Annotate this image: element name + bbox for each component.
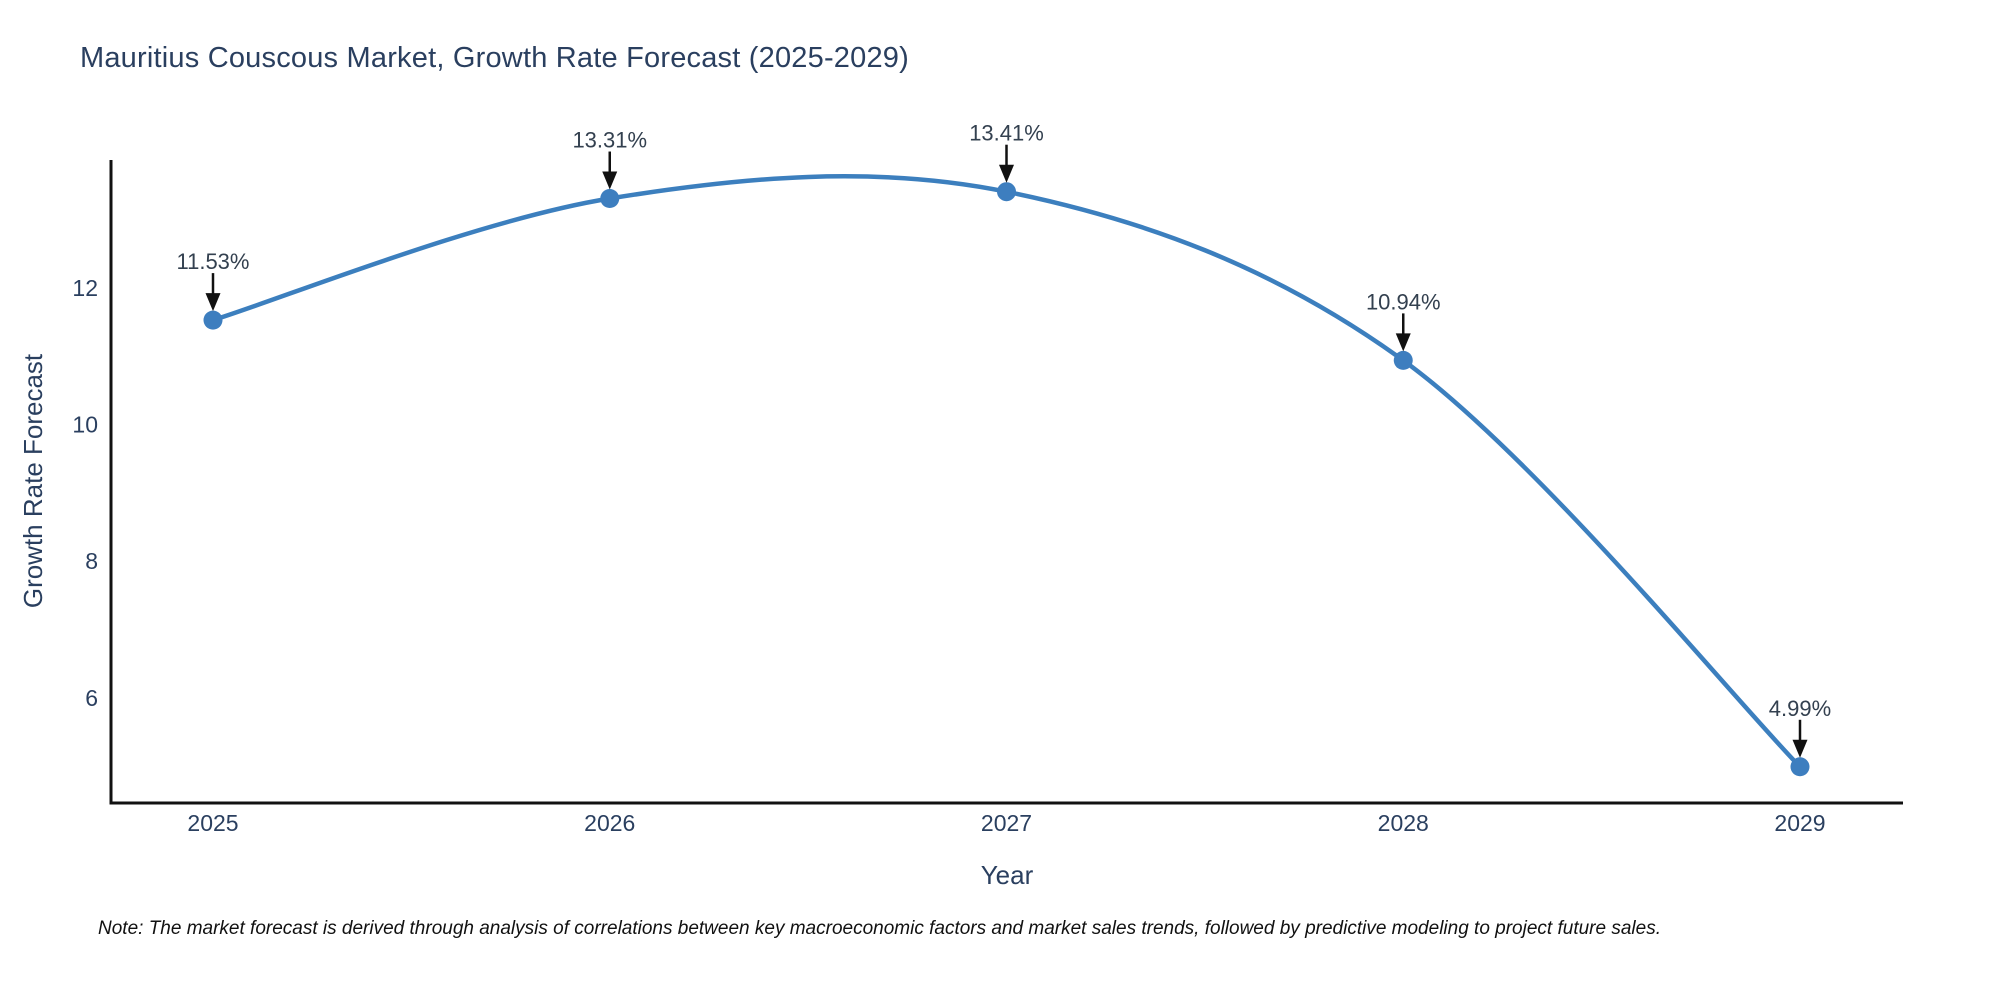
y-axis-tick-label: 8 bbox=[85, 548, 98, 574]
annotation-arrowhead-icon bbox=[602, 171, 618, 190]
x-axis-title: Year bbox=[981, 860, 1034, 890]
x-axis-tick-label: 2027 bbox=[981, 810, 1032, 836]
y-axis-tick-label: 10 bbox=[72, 412, 98, 438]
data-point-marker bbox=[997, 182, 1016, 202]
data-point-marker bbox=[1393, 350, 1413, 370]
data-point-marker bbox=[600, 189, 620, 209]
y-axis-title: Growth Rate Forecast bbox=[18, 353, 48, 608]
data-point-marker bbox=[1790, 757, 1810, 777]
annotation-value-label: 13.41% bbox=[969, 121, 1044, 146]
y-axis-tick-label: 6 bbox=[85, 685, 98, 711]
x-axis-tick-label: 2029 bbox=[1774, 810, 1825, 836]
forecast-trend-line bbox=[210, 174, 1803, 770]
annotation-arrowhead-icon bbox=[1395, 333, 1411, 352]
annotation-arrowhead-icon bbox=[1792, 739, 1808, 758]
chart-footnote: Note: The market forecast is derived thr… bbox=[98, 918, 1661, 939]
annotation-value-label: 10.94% bbox=[1366, 289, 1441, 314]
y-axis-tick-label: 12 bbox=[72, 275, 98, 301]
x-axis-tick-label: 2026 bbox=[584, 810, 635, 836]
annotation-value-label: 13.31% bbox=[572, 128, 647, 153]
data-point-marker bbox=[203, 310, 223, 330]
annotation-value-label: 4.99% bbox=[1769, 696, 1831, 721]
x-axis-tick-label: 2025 bbox=[187, 810, 238, 836]
chart-title: Mauritius Couscous Market, Growth Rate F… bbox=[80, 42, 909, 74]
annotation-arrowhead-icon bbox=[999, 164, 1014, 183]
annotation-arrowhead-icon bbox=[205, 293, 221, 312]
annotation-value-label: 11.53% bbox=[177, 249, 250, 274]
x-axis-tick-label: 2028 bbox=[1378, 810, 1429, 836]
